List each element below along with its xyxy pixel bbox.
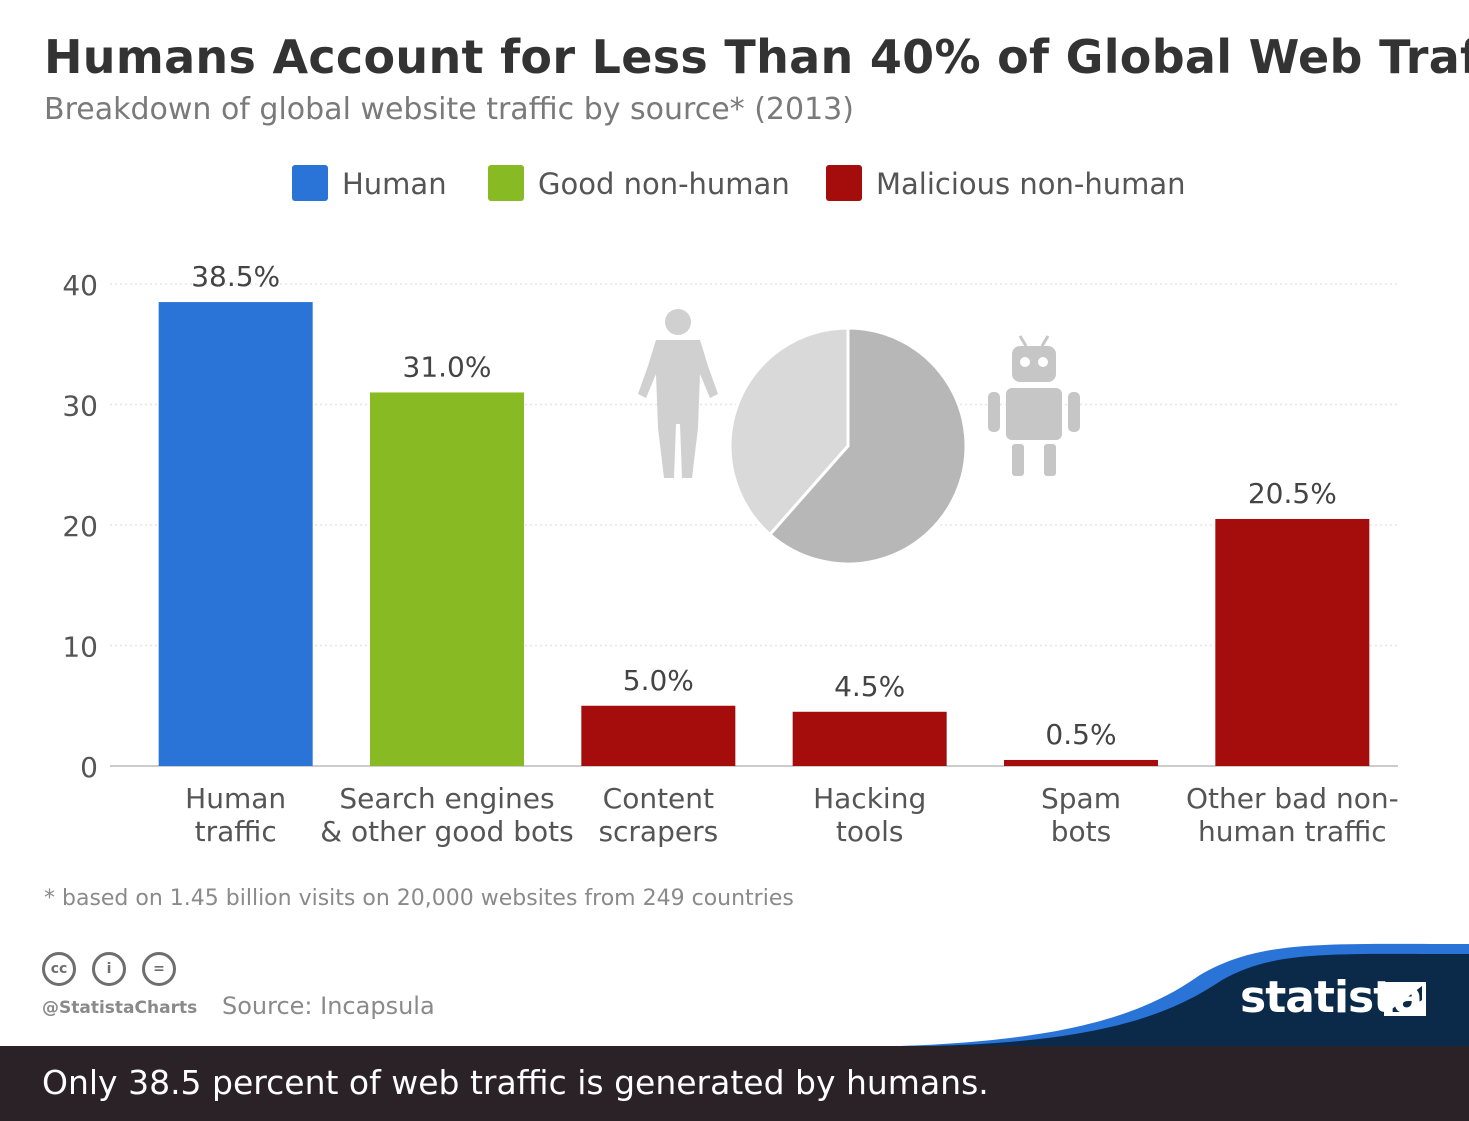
data-label: 5.0% [623,664,694,697]
x-tick-label: & other good bots [320,815,573,848]
bar [158,302,313,766]
y-tick-label: 30 [62,390,98,423]
pie-slice [728,326,850,537]
statista-logo: statista [1240,972,1423,1023]
bar [792,711,947,766]
gridlines [110,283,1398,767]
legend-swatch [826,165,862,201]
statista-brand-wave [900,943,1469,1046]
legend-swatch [488,165,524,201]
brand-wave-shape [930,953,1469,1046]
legend-label: Good non-human [538,167,790,201]
legend-label: Human [342,167,447,201]
bars: 38.5% 31.0% 5.0% 4.5% 0.5% 20.5% [158,260,1370,766]
y-tick-label: 0 [80,751,98,784]
attribution-icon: i [92,952,126,986]
x-tick-label: bots [1051,815,1111,848]
caption-bar [0,1046,1469,1121]
x-tick-label: traffic [195,815,277,848]
x-tick-label: scrapers [598,815,718,848]
y-axis: 0 10 20 30 40 [62,269,98,784]
x-tick-label: human traffic [1198,815,1387,848]
human-silhouette-icon [638,309,718,478]
y-tick-label: 10 [62,631,98,664]
x-tick-label: Content [603,782,714,815]
inset-illustration [638,309,1080,566]
y-tick-label: 20 [62,510,98,543]
bar [370,392,524,766]
x-tick-label: tools [836,815,904,848]
data-label: 20.5% [1248,477,1337,510]
x-tick-label: Search engines [339,782,554,815]
pie-slice [767,326,968,566]
chart-subtitle: Breakdown of global website traffic by s… [44,92,854,127]
chart-title: Humans Account for Less Than 40% of Glob… [44,30,1469,84]
x-tick-label: Spam [1041,782,1121,815]
footnote: * based on 1.45 billion visits on 20,000… [44,886,794,911]
x-tick-label: Human [185,782,286,815]
bar [1215,518,1370,766]
x-tick-label: Hacking [813,782,926,815]
bar-chart: Human Good non-human Malicious non-human 0… [62,165,1469,1046]
image-caption: Only 38.5 percent of web traffic is gene… [42,1063,989,1102]
data-label: 31.0% [403,350,492,383]
bar [1004,759,1158,766]
y-tick-label: 40 [62,269,98,302]
data-label: 38.5% [191,260,280,293]
legend: Human Good non-human Malicious non-human [292,165,1185,201]
no-derivatives-icon: = [142,952,176,986]
statista-logo-icon [1384,982,1426,1016]
robot-icon [988,335,1080,476]
data-label: 4.5% [834,670,905,703]
creative-commons-icon: cc [42,952,76,986]
bar [581,705,736,766]
x-tick-label: Other bad non- [1186,782,1399,815]
source-text: Source: Incapsula [222,992,435,1020]
data-label: 0.5% [1045,718,1116,751]
legend-swatch [292,165,328,201]
twitter-handle: @StatistaCharts [42,998,198,1018]
legend-label: Malicious non-human [876,167,1185,201]
